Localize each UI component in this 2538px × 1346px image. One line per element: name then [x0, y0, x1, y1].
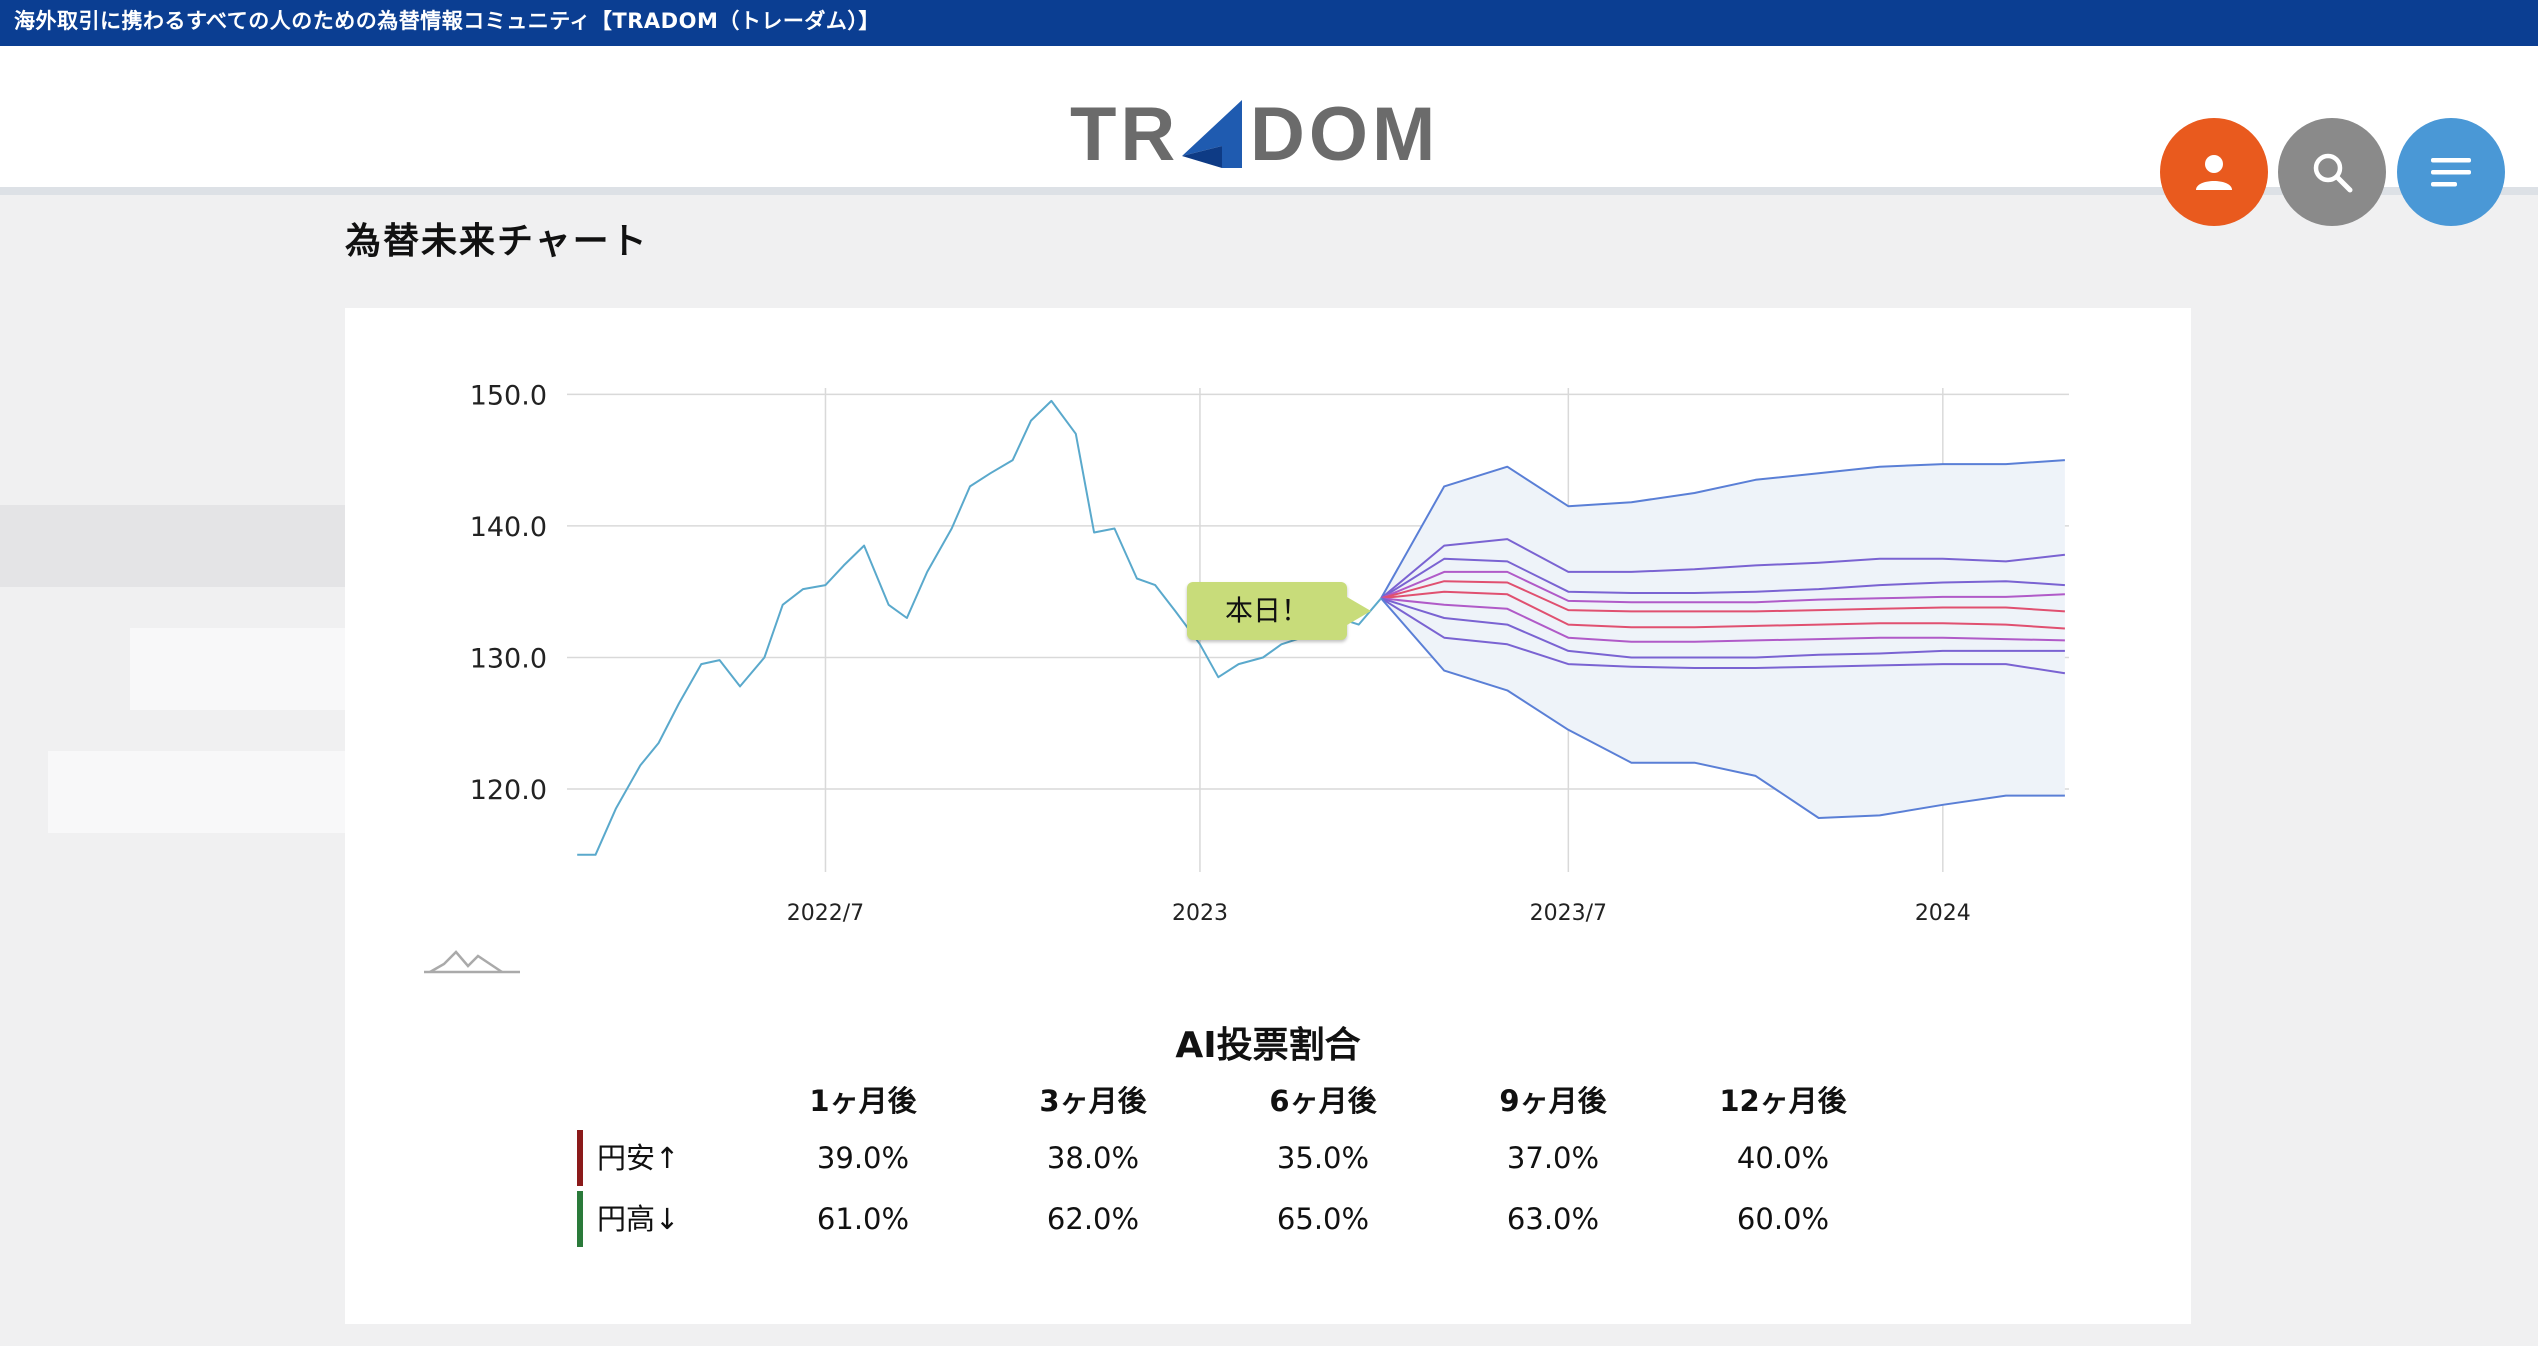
forecast-band: [1381, 460, 2065, 818]
vote-cell: 38.0%: [1046, 1141, 1140, 1175]
vote-cell: 65.0%: [1276, 1202, 1370, 1236]
top-banner: 海外取引に携わるすべての人のための為替情報コミュニティ【TRADOM（トレーダム…: [0, 0, 2538, 46]
series-lines: [577, 399, 2066, 856]
forecast-line: [1380, 590, 2065, 630]
forecast-line: [1380, 580, 2065, 613]
today-marker: 本日！: [1187, 582, 1371, 640]
vote-header: 12ヶ月後: [1719, 1084, 1847, 1118]
forecast-line: [1380, 459, 2065, 599]
forecast-line: [1380, 570, 2065, 604]
y-tick-label: 130.0: [470, 643, 547, 674]
menu-icon: [2431, 158, 2471, 187]
chart-card: 120.0 130.0 140.0 150.0 2022/7 2023 2023/7 2024…: [345, 308, 2191, 1324]
user-button[interactable]: [2160, 118, 2268, 226]
forecast-chart[interactable]: 120.0 130.0 140.0 150.0 2022/7 2023 2023/7 2024: [345, 308, 2191, 1008]
weak-yen-label: 円安↑: [577, 1130, 680, 1186]
side-panel: [0, 505, 345, 587]
strong-yen-label: 円高↓: [577, 1191, 680, 1247]
vote-header: 3ヶ月後: [1039, 1084, 1147, 1118]
x-tick-label: 2023: [1172, 901, 1228, 926]
axis-labels: 120.0 130.0 140.0 150.0 2022/7 2023 2023/7 2024: [470, 380, 1971, 926]
weak-yen-marker: [577, 1130, 583, 1186]
x-tick-label: 2022/7: [787, 901, 864, 926]
forecast-band-fill: [1381, 460, 2065, 818]
vote-cell: 63.0%: [1506, 1202, 1600, 1236]
banner-text: 海外取引に携わるすべての人のための為替情報コミュニティ【TRADOM（トレーダム…: [14, 9, 880, 33]
vote-cell: 37.0%: [1506, 1141, 1600, 1175]
y-tick-label: 150.0: [470, 380, 547, 411]
page-title: 為替未来チャート: [345, 221, 649, 262]
logo-mark-icon: [1182, 100, 1242, 168]
forecast-line: [1380, 538, 2066, 600]
vote-cell: 60.0%: [1736, 1202, 1830, 1236]
weak-yen-text: 円安↑: [597, 1141, 680, 1175]
y-tick-label: 140.0: [470, 512, 547, 543]
vote-title: AI投票割合: [1175, 1025, 1361, 1066]
x-tick-label: 2024: [1915, 901, 1971, 926]
forecast-line: [1380, 597, 2065, 819]
logo-text-left: TR: [1070, 96, 1179, 176]
forecast-line: [1380, 557, 2065, 600]
vote-header: 1ヶ月後: [809, 1084, 917, 1118]
user-icon: [2196, 155, 2232, 190]
vote-cell: 62.0%: [1046, 1202, 1140, 1236]
history-line: [577, 399, 1382, 856]
search-button[interactable]: [2278, 118, 2386, 226]
forecast-line: [1380, 597, 2066, 675]
logo-text-right: DOM: [1250, 96, 1439, 176]
site-header: TR DOM: [0, 46, 2538, 226]
side-panel: [48, 751, 345, 833]
strong-yen-marker: [577, 1191, 583, 1247]
y-tick-label: 120.0: [470, 775, 547, 806]
tradom-logo[interactable]: TR DOM: [1070, 96, 1470, 176]
vote-cell: 61.0%: [816, 1202, 910, 1236]
forecast-line: [1380, 597, 2065, 643]
strong-yen-text: 円高↓: [597, 1202, 680, 1236]
x-tick-label: 2023/7: [1530, 901, 1607, 926]
vote-header: 6ヶ月後: [1269, 1084, 1377, 1118]
vote-cell: 39.0%: [816, 1141, 910, 1175]
menu-button[interactable]: [2397, 118, 2505, 226]
vote-cell: 35.0%: [1276, 1141, 1370, 1175]
side-panel: [130, 628, 345, 710]
vote-cell: 40.0%: [1736, 1141, 1830, 1175]
range-selector-icon[interactable]: [422, 942, 522, 978]
search-icon: [2313, 153, 2353, 193]
forecast-line: [1380, 597, 2065, 659]
vote-header: 9ヶ月後: [1499, 1084, 1607, 1118]
